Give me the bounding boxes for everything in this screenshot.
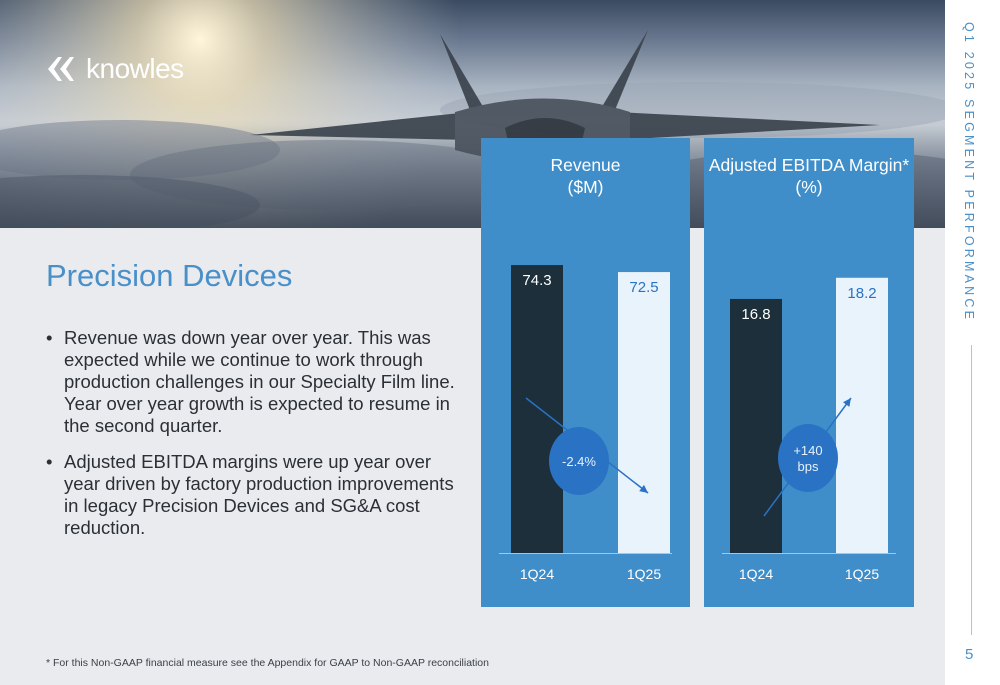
side-divider [971,345,972,635]
x-tick-label: 1Q24 [739,566,773,582]
bullet-item: • Revenue was down year over year. This … [46,327,466,437]
bullet-item: • Adjusted EBITDA margins were up year o… [46,451,466,539]
change-arrow-head-icon [639,484,648,493]
bar-1Q25 [618,272,670,553]
change-bubble [549,427,609,495]
bullet-text: Revenue was down year over year. This wa… [64,327,455,436]
bullet-dot: • [46,451,53,472]
x-tick-label: 1Q24 [520,566,554,582]
chart-title: Adjusted EBITDA Margin* (%) [704,154,914,198]
x-tick-label: 1Q25 [627,566,661,582]
change-label: +140 [793,443,822,458]
ebitda-margin-chart-panel: Adjusted EBITDA Margin* (%) 16.8 1Q24 18.2… [704,138,914,607]
bullet-text: Adjusted EBITDA margins were up year ove… [64,451,454,538]
bar-value-label: 16.8 [741,306,770,323]
hero-sky-jet-illustration [0,0,945,228]
bar-1Q25 [836,277,888,553]
revenue-chart-panel: Revenue ($M) 74.3 1Q24 72.5 1Q25 -2.4% [481,138,690,607]
section-title: Precision Devices [46,258,293,293]
bar-1Q24 [511,265,563,553]
x-tick-label: 1Q25 [845,566,879,582]
hero-image [0,0,945,228]
bullet-list: • Revenue was down year over year. This … [46,327,466,553]
footnote: * For this Non-GAAP financial measure se… [46,657,489,669]
page-number: 5 [965,646,974,663]
chart-title: Revenue ($M) [481,154,690,198]
side-title: Q1 2025 SEGMENT PERFORMANCE [962,22,976,323]
change-bubble [778,424,838,492]
knowles-logo: knowles [46,53,184,85]
bullet-dot: • [46,327,53,348]
chart-title-line: ($M) [567,177,604,197]
logo-text: knowles [86,53,184,84]
side-rail [945,0,1000,685]
chart-title-line: Adjusted EBITDA Margin* [708,155,910,175]
chart-title-line: Revenue [550,155,621,175]
bar-value-label: 72.5 [629,279,658,296]
change-label: -2.4% [562,454,596,469]
bar-value-label: 74.3 [522,272,551,289]
revenue-chart: 74.3 1Q24 72.5 1Q25 -2.4% [499,265,672,582]
chart-title-line: (%) [795,177,823,197]
knowles-logo-mark-icon [48,57,74,81]
bar-1Q24 [730,298,782,553]
change-label: bps [798,459,819,474]
bar-value-label: 18.2 [847,285,876,302]
change-arrow-head-icon [843,398,851,407]
